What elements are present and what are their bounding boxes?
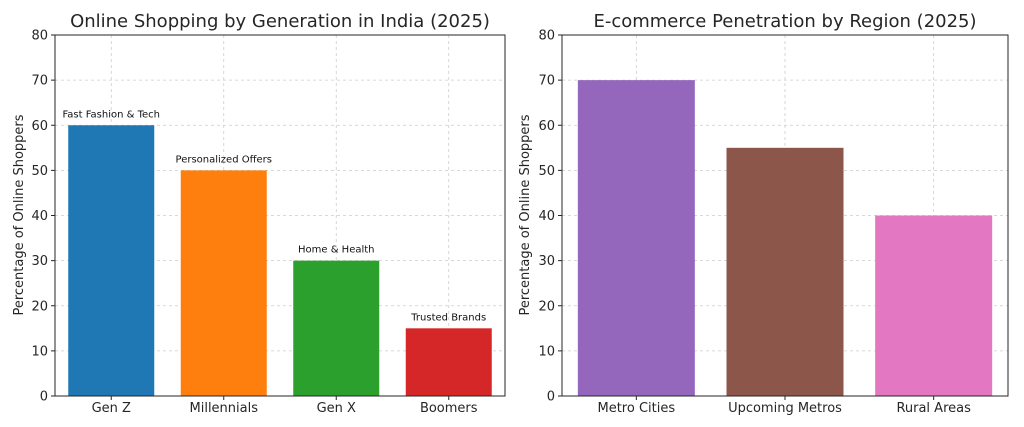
chart-title: E-commerce Penetration by Region (2025) [593, 11, 976, 32]
axes-frame [54, 34, 506, 397]
bars [577, 80, 993, 396]
x-tick-label: Gen Z [92, 401, 131, 416]
bar [405, 328, 492, 396]
plot-frame [54, 34, 506, 397]
y-tick-label: 30 [31, 254, 48, 269]
axes-frame [561, 34, 1009, 397]
bar [726, 147, 844, 396]
y-tick-label: 10 [538, 344, 555, 359]
x-tick-label: Millennials [190, 401, 259, 416]
bar [68, 125, 155, 396]
y-tick-label: 10 [31, 344, 48, 359]
bar-annotation: Fast Fashion & Tech [62, 109, 160, 120]
y-tick-label: 80 [31, 29, 48, 44]
x-ticks: Gen Z Millennials Gen X Boomers [92, 396, 478, 416]
x-tick-label: Rural Areas [896, 401, 971, 416]
bar-annotations: Fast Fashion & Tech Personalized Offers Ho… [62, 109, 486, 323]
chart-generation: Online Shopping by Generation in India (… [12, 11, 506, 416]
x-tick-label: Gen X [317, 401, 356, 416]
y-tick-label: 20 [538, 299, 555, 314]
y-axis-label: Percentage of Online Shoppers [12, 114, 27, 315]
y-tick-label: 60 [538, 119, 555, 134]
y-ticks: 0 10 20 30 40 50 60 70 80 [538, 29, 562, 405]
y-tick-label: 0 [40, 390, 48, 405]
y-ticks: 0 10 20 30 40 50 60 70 80 [31, 29, 55, 405]
y-tick-label: 50 [31, 164, 48, 179]
y-tick-label: 20 [31, 299, 48, 314]
bar-annotation: Home & Health [298, 245, 375, 256]
bar-annotation: Personalized Offers [176, 154, 272, 165]
y-tick-label: 60 [31, 119, 48, 134]
x-tick-label: Boomers [420, 401, 478, 416]
y-tick-label: 50 [538, 164, 555, 179]
bar-annotation: Trusted Brands [410, 312, 486, 323]
y-tick-label: 80 [538, 29, 555, 44]
bar [577, 80, 695, 396]
x-tick-label: Upcoming Metros [728, 401, 842, 416]
y-tick-label: 40 [538, 209, 555, 224]
y-tick-label: 30 [538, 254, 555, 269]
bar [180, 170, 267, 396]
x-ticks: Metro Cities Upcoming Metros Rural Areas [598, 396, 971, 416]
y-tick-label: 40 [31, 209, 48, 224]
bars [68, 125, 492, 396]
y-tick-label: 70 [31, 74, 48, 89]
y-tick-label: 70 [538, 74, 555, 89]
y-axis-label: Percentage of Online Shoppers [518, 114, 533, 315]
chart-region: E-commerce Penetration by Region (2025) … [518, 11, 1009, 416]
plot-frame [561, 34, 1009, 397]
bar [293, 260, 380, 396]
x-tick-label: Metro Cities [598, 401, 676, 416]
bar [875, 215, 993, 396]
y-tick-label: 0 [547, 390, 555, 405]
chart-title: Online Shopping by Generation in India (… [70, 11, 490, 32]
